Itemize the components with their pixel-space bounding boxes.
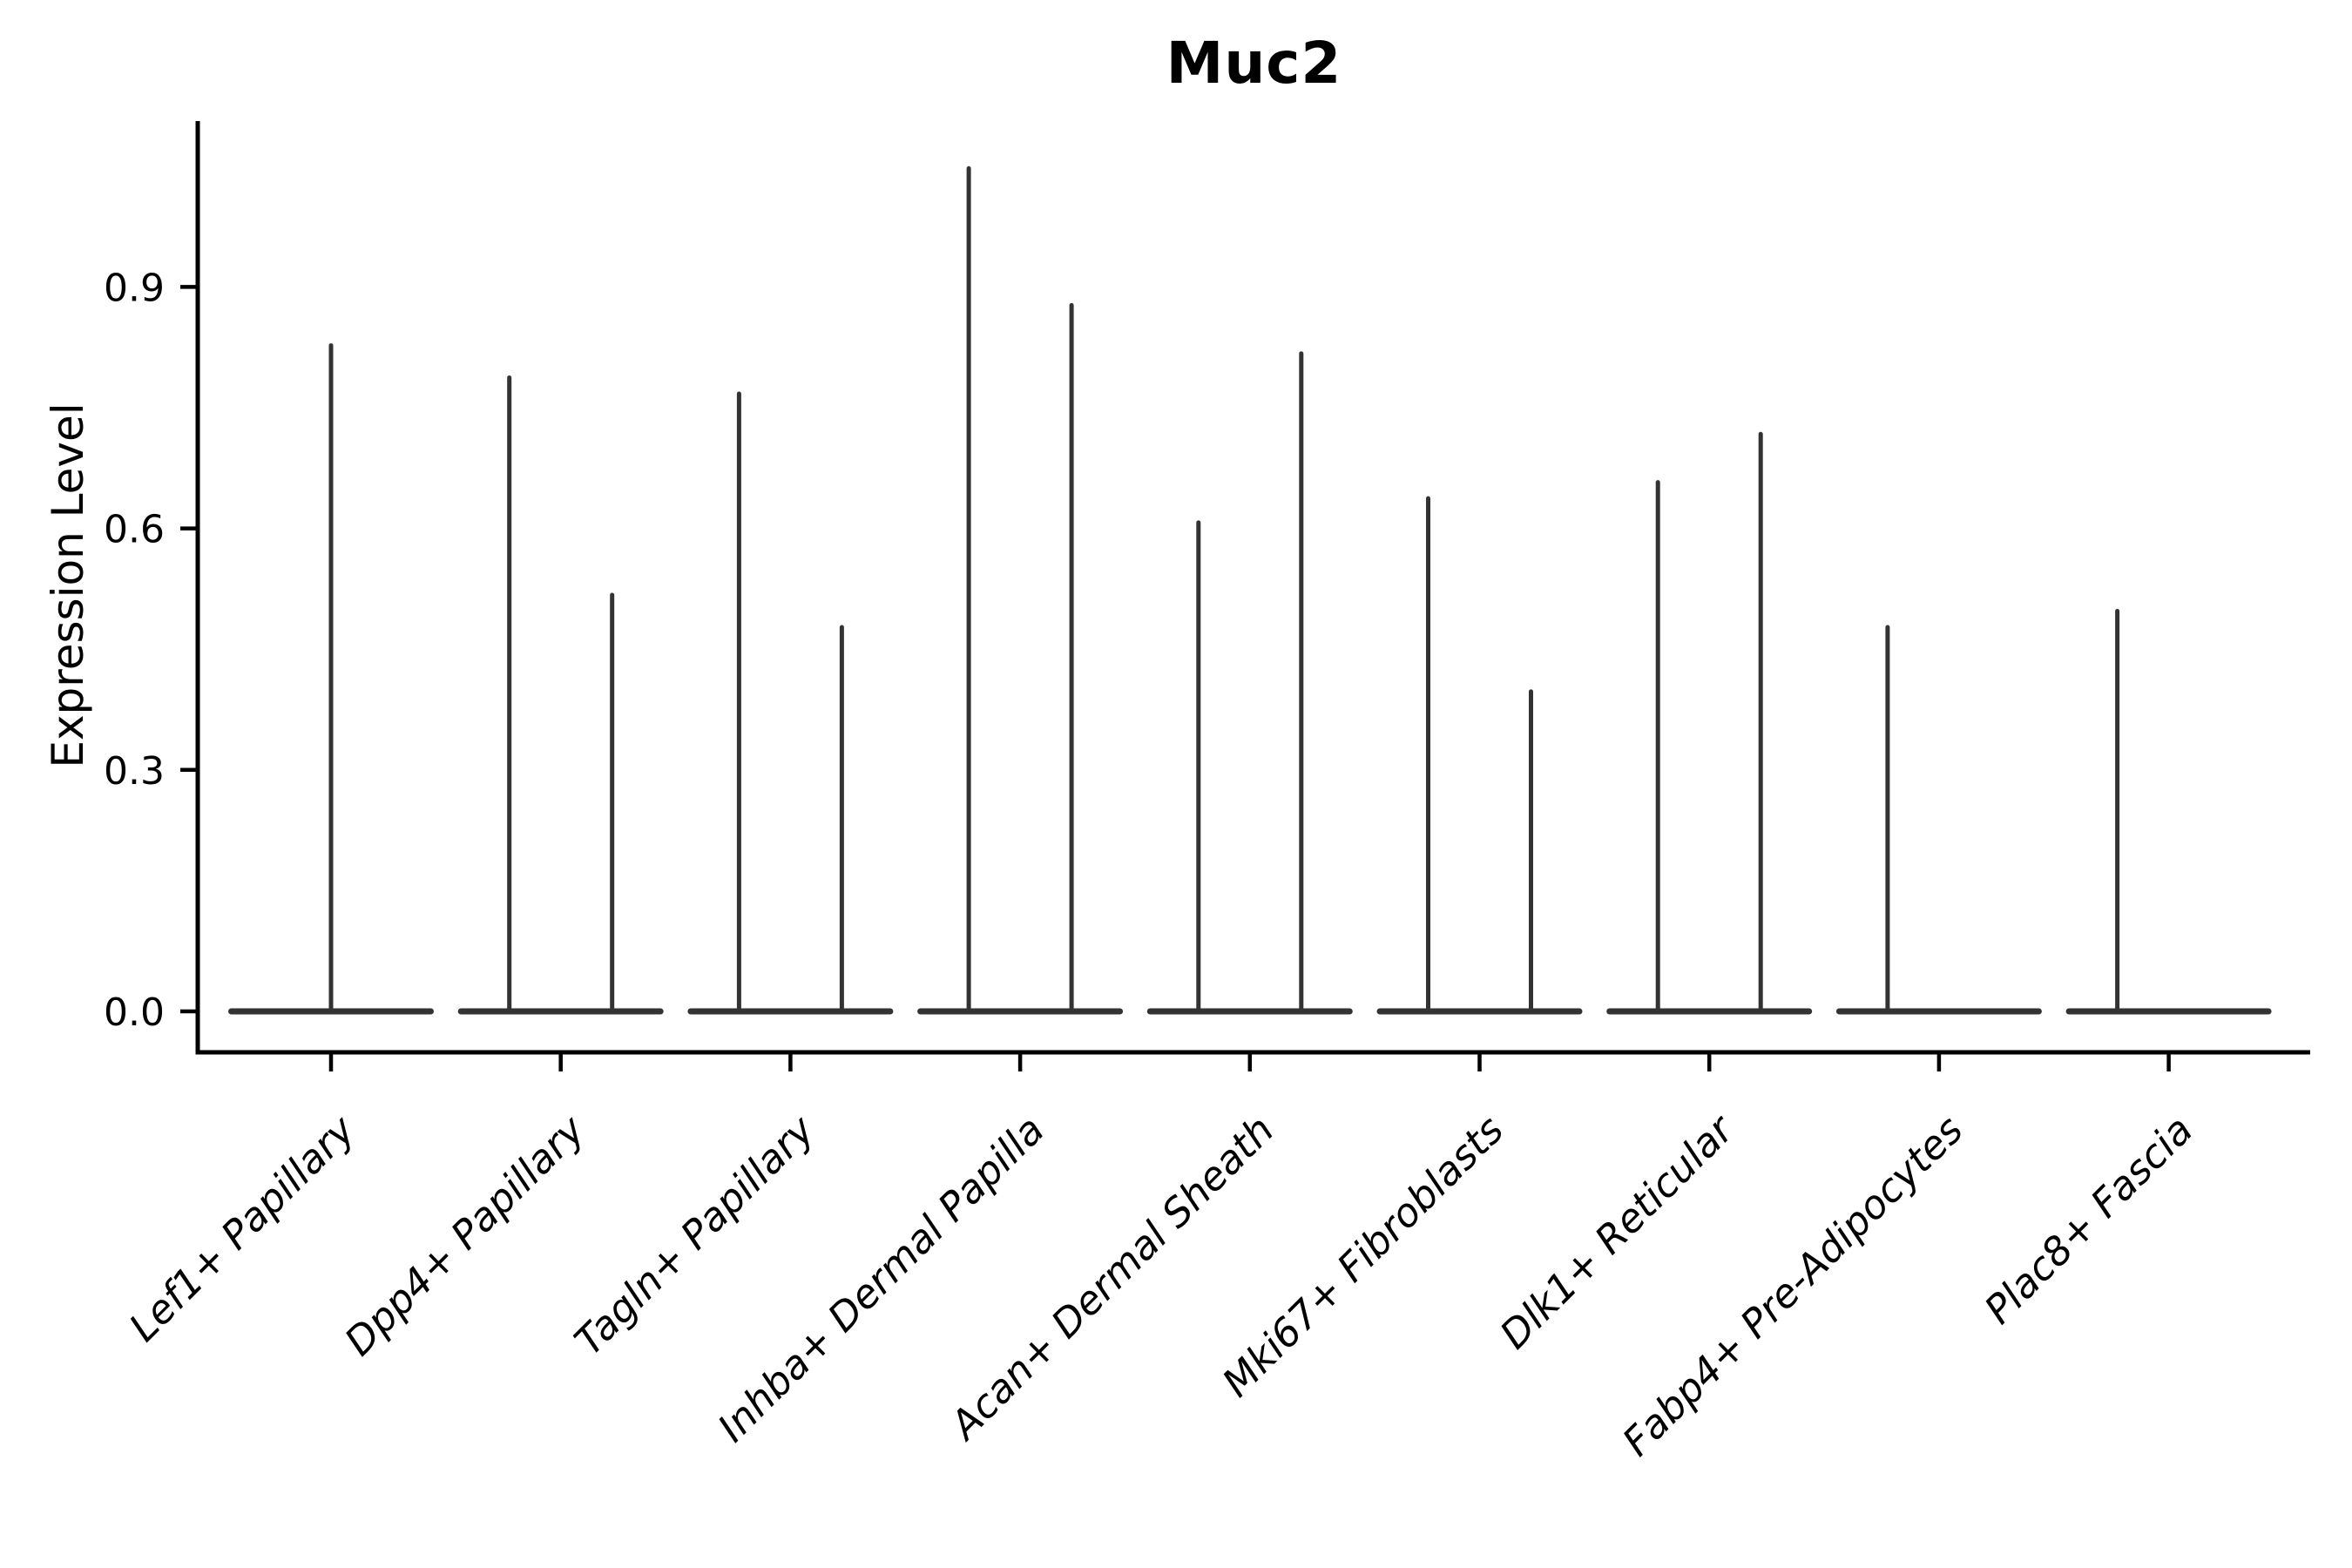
- violin-spike: [2115, 609, 2120, 1015]
- x-tick-label: Plac8+ Fascia: [1976, 1106, 2202, 1333]
- y-tick-label: 0.9: [104, 266, 165, 310]
- violin-spike: [1426, 496, 1430, 1015]
- violin-spike: [1655, 480, 1660, 1015]
- violin-spike: [1069, 302, 1074, 1015]
- violin-base: [457, 1008, 664, 1015]
- violin-base: [1146, 1008, 1353, 1015]
- violin-spike: [1758, 431, 1763, 1015]
- violin-base: [2065, 1008, 2272, 1015]
- violin-spike: [328, 343, 334, 1015]
- x-tick-label: Dlk1+ Reticular: [1491, 1105, 1744, 1358]
- violin-base: [1376, 1008, 1583, 1015]
- x-tick-label: Lef1+ Papillary: [120, 1105, 365, 1350]
- violin-spike: [610, 592, 615, 1015]
- violin-base: [917, 1008, 1124, 1015]
- violin-spike: [1885, 625, 1890, 1015]
- violin-spike: [1529, 689, 1533, 1015]
- violin-spike: [966, 166, 971, 1015]
- x-tick-label: Dpp4+ Papillary: [335, 1105, 594, 1364]
- y-tick-label: 0.0: [104, 990, 165, 1035]
- violin-base: [687, 1008, 894, 1015]
- violin-base: [1835, 1008, 2042, 1015]
- y-tick-label: 0.3: [104, 749, 165, 794]
- violin-base: [1606, 1008, 1813, 1015]
- chart-title: Muc2: [1166, 30, 1342, 97]
- violin-spike: [507, 375, 512, 1015]
- violin-spike: [839, 625, 844, 1015]
- violin-spike: [736, 391, 741, 1015]
- x-tick-label: Tagln+ Papillary: [565, 1105, 824, 1364]
- y-tick-label: 0.6: [104, 508, 165, 552]
- violin-spike: [1299, 351, 1304, 1015]
- violin-spike: [1196, 520, 1201, 1015]
